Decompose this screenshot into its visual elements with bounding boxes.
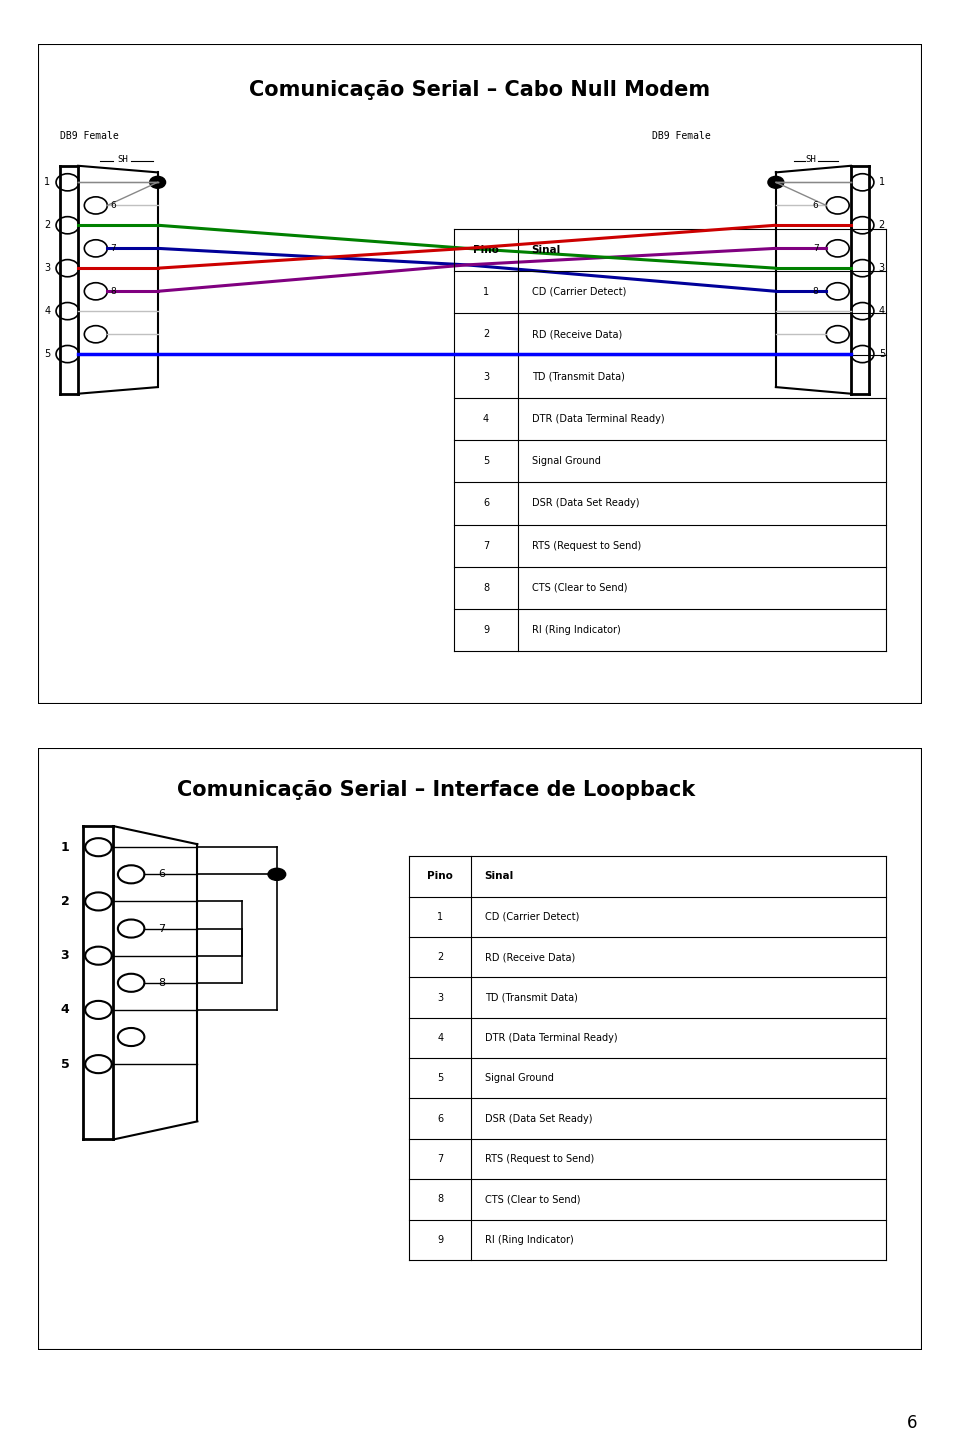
Text: CTS (Clear to Send): CTS (Clear to Send) [485,1195,580,1204]
Text: 3: 3 [60,950,69,963]
Text: 7: 7 [437,1154,444,1165]
Text: 2: 2 [437,953,444,963]
Text: 5: 5 [483,456,489,466]
Text: 9: 9 [438,1234,444,1244]
Text: 2: 2 [60,894,69,908]
Text: RI (Ring Indicator): RI (Ring Indicator) [532,626,620,635]
Text: TD (Transmit Data): TD (Transmit Data) [485,993,578,1002]
FancyBboxPatch shape [38,748,922,1350]
Text: SH: SH [117,155,128,164]
Text: 4: 4 [483,414,489,424]
Text: 7: 7 [483,540,489,550]
Text: 1: 1 [60,841,69,854]
Circle shape [268,868,286,880]
Text: 5: 5 [878,348,885,359]
Text: DB9 Female: DB9 Female [652,131,711,141]
Text: Comunicação Serial – Cabo Null Modem: Comunicação Serial – Cabo Null Modem [250,80,710,100]
Text: RD (Receive Data): RD (Receive Data) [532,330,622,340]
Text: Sinal: Sinal [485,871,514,881]
Circle shape [768,176,783,189]
Text: 1: 1 [44,177,50,187]
Text: Sinal: Sinal [532,245,561,254]
Text: CD (Carrier Detect): CD (Carrier Detect) [532,287,626,298]
Text: 5: 5 [60,1057,69,1070]
Text: TD (Transmit Data): TD (Transmit Data) [532,372,625,382]
Text: 6: 6 [907,1414,917,1432]
Text: 8: 8 [158,977,166,987]
Text: 8: 8 [438,1195,444,1204]
Text: Signal Ground: Signal Ground [532,456,601,466]
Text: 1: 1 [878,177,885,187]
Text: 6: 6 [158,870,165,880]
Text: 8: 8 [483,582,489,592]
Text: 6: 6 [110,200,116,211]
Text: RTS (Request to Send): RTS (Request to Send) [532,540,641,550]
Text: 2: 2 [44,221,50,231]
Text: DSR (Data Set Ready): DSR (Data Set Ready) [532,498,639,508]
Text: 4: 4 [438,1032,444,1043]
Text: RD (Receive Data): RD (Receive Data) [485,953,575,963]
Text: DTR (Data Terminal Ready): DTR (Data Terminal Ready) [532,414,664,424]
Text: CD (Carrier Detect): CD (Carrier Detect) [485,912,579,922]
Text: Pino: Pino [427,871,453,881]
Text: 4: 4 [60,1003,69,1016]
Circle shape [150,176,165,189]
Text: 3: 3 [438,993,444,1002]
Text: 6: 6 [813,200,819,211]
Text: DTR (Data Terminal Ready): DTR (Data Terminal Ready) [485,1032,617,1043]
Text: RTS (Request to Send): RTS (Request to Send) [485,1154,594,1165]
Text: 6: 6 [483,498,489,508]
Text: 1: 1 [483,287,489,298]
Text: 9: 9 [483,626,489,635]
Text: 6: 6 [438,1114,444,1124]
Text: 7: 7 [158,923,166,934]
Text: 3: 3 [44,263,50,273]
Text: SH: SH [805,155,817,164]
Text: CTS (Clear to Send): CTS (Clear to Send) [532,582,627,592]
Text: 5: 5 [437,1073,444,1083]
Text: 4: 4 [44,306,50,317]
Text: 8: 8 [110,287,116,296]
Text: 7: 7 [813,244,819,253]
Text: Pino: Pino [473,245,499,254]
Text: Signal Ground: Signal Ground [485,1073,554,1083]
Text: DSR (Data Set Ready): DSR (Data Set Ready) [485,1114,592,1124]
FancyBboxPatch shape [38,44,922,704]
Text: 1: 1 [438,912,444,922]
Text: DB9 Female: DB9 Female [60,131,119,141]
Text: 3: 3 [483,372,489,382]
Text: Comunicação Serial – Interface de Loopback: Comunicação Serial – Interface de Loopba… [177,780,695,800]
Text: 3: 3 [878,263,885,273]
Text: 5: 5 [44,348,50,359]
Text: 2: 2 [483,330,489,340]
Text: 7: 7 [110,244,116,253]
Text: RI (Ring Indicator): RI (Ring Indicator) [485,1234,573,1244]
Text: 4: 4 [878,306,885,317]
Text: 8: 8 [813,287,819,296]
Text: 2: 2 [878,221,885,231]
